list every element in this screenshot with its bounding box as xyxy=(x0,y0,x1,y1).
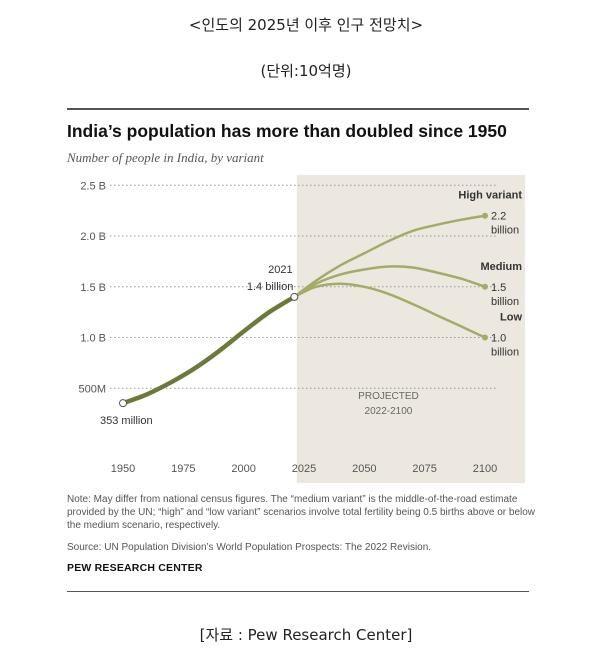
label-low-unit: billion xyxy=(491,347,519,359)
x-tick-label: 1975 xyxy=(171,463,195,475)
annotation-353-million: 353 million xyxy=(100,415,153,427)
label-low-value: 1.0 xyxy=(491,333,506,345)
marker-1950 xyxy=(119,399,127,408)
y-tick-label: 1.5 B xyxy=(80,282,106,294)
y-tick-label: 1.0 B xyxy=(80,333,106,345)
x-tick-label: 2050 xyxy=(352,463,376,475)
y-tick-label: 2.0 B xyxy=(80,231,106,243)
annotation-2021-value: 1.4 billion xyxy=(247,281,293,293)
label-high-value: 2.2 xyxy=(491,211,506,223)
series-line-medium xyxy=(293,265,487,299)
label-high-name: High variant xyxy=(458,190,522,202)
label-medium-unit: billion xyxy=(491,296,519,308)
x-tick-label: 1950 xyxy=(111,463,135,475)
projected-label: PROJECTED xyxy=(358,391,419,402)
source-caption: [자료 : Pew Research Center] xyxy=(199,626,413,644)
y-tick-label: 500M xyxy=(78,383,106,395)
chart-source: Source: UN Population Division’s World P… xyxy=(67,542,432,553)
x-tick-label: 2025 xyxy=(292,463,316,475)
page-title: <인도의 2025년 이후 인구 전망치> xyxy=(188,16,424,34)
projected-region xyxy=(296,175,525,483)
label-high-unit: billion xyxy=(491,225,519,237)
label-low-name: Low xyxy=(500,312,522,324)
series-line-historical xyxy=(120,294,297,406)
series-endpoint-low xyxy=(482,334,488,341)
projected-range-label: 2022-2100 xyxy=(365,406,413,417)
series-line-high-variant xyxy=(293,214,487,299)
label-medium-name: Medium xyxy=(480,261,522,273)
x-tick-label: 2000 xyxy=(231,463,255,475)
annotation-2021: 2021 xyxy=(268,264,292,276)
chart-note: Note: May differ from national census fi… xyxy=(67,494,536,531)
x-tick-label: 2075 xyxy=(412,463,436,475)
y-tick-label: 2.5 B xyxy=(80,180,106,192)
chart-title: India’s population has more than doubled… xyxy=(67,121,507,141)
brand-label: PEW RESEARCH CENTER xyxy=(67,562,203,574)
top-rule xyxy=(67,108,529,110)
series-endpoint-high-variant xyxy=(482,212,488,219)
population-chart: 500M 1.0 B 1.5 B 2.0 B 2.5 B 1950 1975 2000 2025… xyxy=(78,175,525,483)
series-endpoint-medium xyxy=(482,283,488,290)
x-tick-label: 2100 xyxy=(473,463,497,475)
bottom-rule xyxy=(67,591,529,592)
label-medium-value: 1.5 xyxy=(491,282,506,294)
unit-label: (단위:10억명) xyxy=(260,62,352,80)
marker-2021 xyxy=(290,292,299,301)
chart-subtitle: Number of people in India, by variant xyxy=(67,150,264,165)
series-line-low xyxy=(293,282,487,339)
